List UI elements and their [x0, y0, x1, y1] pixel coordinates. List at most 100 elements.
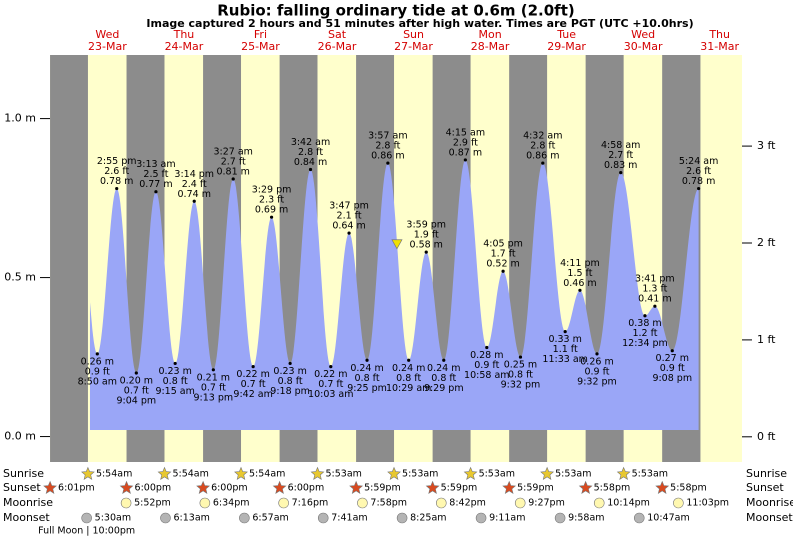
extreme-label: 9:15 am: [155, 386, 194, 397]
day-name: Thu: [173, 28, 195, 41]
extreme-label: 0.46 m: [563, 278, 596, 289]
extreme-label: 0.52 m: [486, 259, 519, 270]
extreme-point: [269, 215, 274, 219]
extreme-point: [347, 231, 351, 235]
extreme-point: [251, 365, 255, 369]
extreme-label: 0.33 m: [548, 334, 581, 345]
extreme-label: 2.8 ft: [375, 141, 400, 152]
moonrise-time: 6:34pm: [213, 498, 250, 509]
extreme-label: 0.24 m: [427, 363, 460, 374]
sunset-time: 5:59pm: [441, 483, 478, 494]
extreme-label: 1.9 ft: [414, 230, 439, 241]
extreme-label: 3:29 pm: [252, 185, 292, 196]
extreme-label: 0.27 m: [656, 353, 689, 364]
extreme-label: 2.6 ft: [104, 166, 129, 177]
extreme-label: 3:27 am: [213, 147, 252, 158]
sunset-icon: [578, 480, 593, 494]
extreme-label: 0.24 m: [392, 363, 425, 374]
moonset-time: 9:58am: [568, 513, 604, 524]
sunset-time: 6:00pm: [211, 483, 248, 494]
moonset-icon: [633, 512, 645, 524]
extreme-label: 4:58 am: [601, 140, 640, 151]
sunset-icon: [349, 480, 364, 494]
day-name: Thu: [708, 28, 730, 41]
extreme-label: 0.8 ft: [355, 373, 380, 384]
sunrise-icon: [463, 466, 478, 480]
row-label: Moonrise: [3, 496, 53, 509]
extreme-label: 2:55 pm: [97, 156, 137, 167]
moonrise-icon: [673, 497, 684, 509]
chart-subtitle: Image captured 2 hours and 51 minutes af…: [146, 17, 693, 30]
extreme-point: [485, 345, 489, 350]
moonset-time: 10:47am: [647, 513, 689, 524]
sunrise-time: 5:53am: [632, 469, 668, 480]
sunset-time: 5:59pm: [364, 483, 401, 494]
moonset-icon: [396, 512, 408, 524]
row-label: Moonset: [3, 511, 50, 524]
day-name: Mon: [478, 28, 501, 41]
moonrise-time: 7:58pm: [370, 498, 407, 509]
extreme-label: 0.69 m: [255, 205, 288, 216]
extreme-point: [595, 352, 599, 356]
extreme-label: 0.81 m: [216, 167, 249, 178]
current-level-marker: [391, 239, 403, 250]
extreme-label: 1.1 ft: [553, 344, 578, 355]
extreme-label: 0.26 m: [580, 356, 613, 367]
extreme-label: 10:58 am: [464, 370, 509, 381]
extreme-point: [619, 171, 623, 175]
extreme-point: [653, 304, 657, 308]
moonrise-time: 9:27pm: [528, 498, 565, 509]
extreme-label: 1.7 ft: [491, 249, 516, 260]
sunset-time: 5:58pm: [670, 483, 707, 494]
sunset-time: 6:01pm: [58, 483, 95, 494]
day-date: 29-Mar: [547, 40, 586, 53]
day-name: Tue: [556, 28, 576, 41]
moonrise-icon: [199, 497, 211, 509]
day-date: 27-Mar: [394, 40, 433, 53]
y-tick-label: 0.0 m: [4, 430, 36, 443]
extreme-label: 0.22 m: [236, 369, 269, 380]
sunset-time: 6:00pm: [135, 483, 172, 494]
moonrise-icon: [514, 497, 526, 509]
extreme-label: 4:05 pm: [483, 239, 523, 250]
row-label: Sunset: [746, 481, 784, 494]
extreme-label: 0.28 m: [470, 350, 503, 361]
extreme-label: 12:34 pm: [622, 338, 668, 349]
moonrise-time: 5:52pm: [134, 498, 171, 509]
extreme-label: 0.24 m: [350, 363, 383, 374]
moonrise-icon: [357, 497, 368, 509]
sunrise-time: 5:54am: [172, 469, 208, 480]
sunrise-icon: [540, 466, 555, 480]
extreme-label: 2.9 ft: [453, 137, 478, 148]
extreme-label: 0.87 m: [449, 147, 482, 158]
extreme-label: 9:18 pm: [270, 386, 310, 397]
sunset-time: 6:00pm: [288, 483, 325, 494]
extreme-label: 9:25 pm: [347, 383, 387, 394]
moonset-icon: [554, 512, 566, 524]
row-label: Sunrise: [746, 467, 787, 480]
moonset-time: 9:11am: [489, 513, 525, 524]
moonset-time: 6:57am: [252, 513, 288, 524]
sunrise-icon: [616, 466, 631, 480]
sunrise-time: 5:53am: [402, 469, 438, 480]
moonrise-time: 10:14pm: [607, 498, 650, 509]
extreme-point: [211, 368, 215, 372]
sunrise-time: 5:53am: [325, 469, 361, 480]
sunset-icon: [502, 480, 517, 494]
extreme-label: 0.8 ft: [508, 370, 533, 381]
y2-tick-label: 2 ft: [757, 236, 776, 249]
day-date: 24-Mar: [165, 40, 204, 53]
extreme-label: 1.3 ft: [642, 284, 667, 295]
tide-area: [90, 159, 699, 430]
extreme-point: [134, 371, 138, 375]
extreme-label: 0.78 m: [100, 176, 133, 187]
extreme-label: 4:32 am: [523, 131, 562, 142]
extreme-label: 0.38 m: [628, 318, 661, 329]
sunset-icon: [272, 480, 287, 494]
extreme-label: 2.1 ft: [337, 211, 362, 222]
extreme-point: [231, 177, 235, 181]
extreme-label: 0.21 m: [197, 372, 230, 383]
row-label: Moonrise: [746, 496, 793, 509]
extreme-point: [670, 349, 674, 353]
